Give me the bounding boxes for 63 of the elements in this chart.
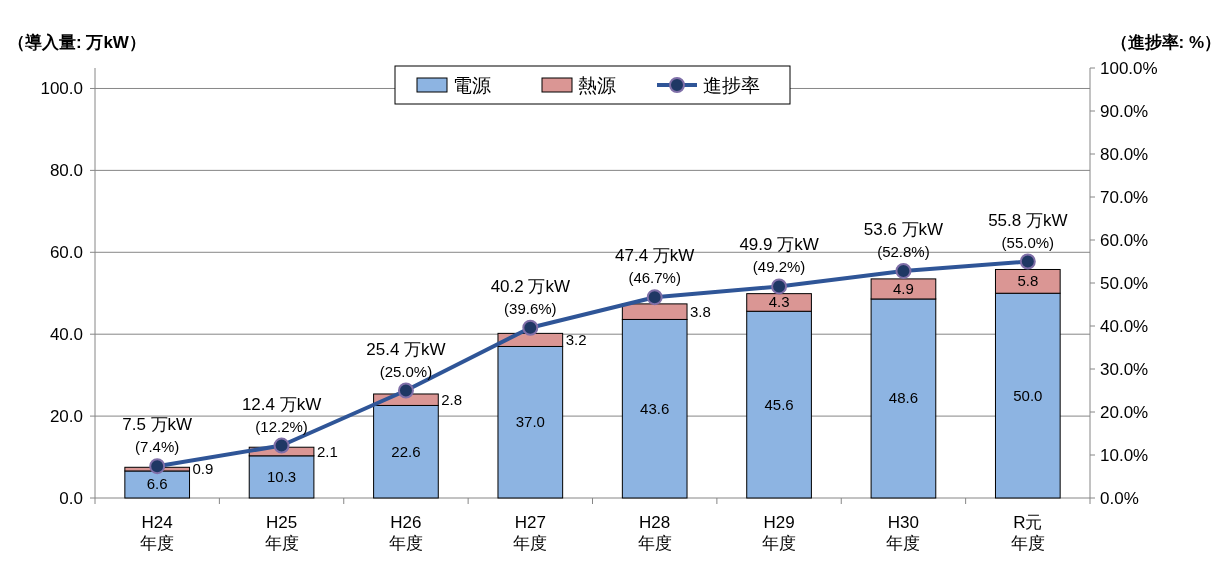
- legend-label: 電源: [453, 75, 491, 96]
- total-label: 53.6 万kW: [863, 219, 944, 239]
- data-label: (7.4%): [135, 438, 180, 456]
- data-label: 2.8: [441, 390, 463, 408]
- y2-tick-label: 50.0%: [1100, 274, 1149, 293]
- x-tick-label: H24 年度: [139, 512, 176, 554]
- x-tick-label: R元年度: [1009, 512, 1046, 554]
- y-tick-label: 100.0: [40, 79, 83, 99]
- total-label: 40.2 万kW: [490, 276, 570, 296]
- y-axis-title: （導入量: 万kW）: [8, 33, 146, 52]
- data-label: 4.9: [893, 279, 914, 297]
- data-label: (49.2%): [752, 258, 806, 276]
- y2-tick-label: 10.0%: [1100, 446, 1149, 465]
- data-label: 22.6: [391, 442, 421, 460]
- legend-label: 熱源: [578, 75, 616, 96]
- y-tick-label: 0.0: [59, 489, 83, 508]
- data-label: 4.3: [768, 293, 790, 311]
- data-label: (12.2%): [255, 417, 308, 435]
- data-label: 0.9: [192, 460, 214, 478]
- total-label: 7.5 万kW: [122, 415, 193, 435]
- total-label: 55.8 万kW: [988, 210, 1068, 230]
- y2-tick-label: 60.0%: [1100, 231, 1149, 250]
- x-tick-label: H30 年度: [885, 512, 922, 554]
- y2-tick-label: 90.0%: [1100, 102, 1149, 121]
- total-label: 47.4 万kW: [615, 246, 695, 266]
- data-label: 6.6: [146, 475, 168, 493]
- data-label: (55.0%): [1001, 233, 1055, 251]
- x-tick-label: H26 年度: [387, 512, 424, 554]
- data-label: 45.6: [764, 395, 794, 413]
- total-label: 25.4 万kW: [366, 339, 446, 359]
- legend-label: 進捗率: [703, 75, 760, 96]
- data-label: 3.2: [565, 330, 587, 348]
- x-tick-label: H27 年度: [512, 512, 549, 554]
- y2-axis-title: （進捗率: %）: [1110, 33, 1221, 52]
- y-tick-label: 20.0: [49, 407, 83, 427]
- data-label: 5.8: [1017, 272, 1039, 290]
- y2-tick-label: 20.0%: [1100, 403, 1149, 422]
- data-label: (46.7%): [628, 269, 681, 287]
- bar: [124, 470, 191, 499]
- y2-tick-label: 30.0%: [1100, 360, 1149, 379]
- data-label: 48.6: [888, 389, 919, 407]
- y2-tick-label: 0.0%: [1100, 489, 1139, 508]
- y2-tick-label: 40.0%: [1100, 317, 1149, 336]
- x-tick-label: H29 年度: [761, 512, 798, 554]
- y2-tick-label: 100.0%: [1100, 59, 1158, 78]
- y-tick-label: 60.0: [49, 243, 83, 263]
- data-label: 10.3: [266, 467, 297, 485]
- data-label: 50.0: [1013, 386, 1043, 404]
- data-label: 43.6: [640, 399, 670, 417]
- total-label: 12.4 万kW: [241, 394, 322, 414]
- y-tick-label: 40.0: [49, 325, 83, 345]
- data-label: (52.8%): [877, 242, 930, 260]
- x-tick-label: H28 年度: [636, 512, 673, 554]
- data-label: (25.0%): [379, 362, 433, 380]
- y2-tick-label: 70.0%: [1100, 188, 1149, 207]
- data-label: 3.8: [690, 302, 711, 320]
- y2-tick-label: 80.0%: [1100, 145, 1149, 164]
- total-label: 49.9 万kW: [739, 235, 819, 255]
- x-tick-label: H25 年度: [263, 512, 300, 554]
- data-label: 2.1: [316, 442, 338, 460]
- data-label: 37.0: [515, 413, 545, 431]
- data-label: (39.6%): [504, 299, 557, 317]
- y-tick-label: 80.0: [49, 161, 83, 181]
